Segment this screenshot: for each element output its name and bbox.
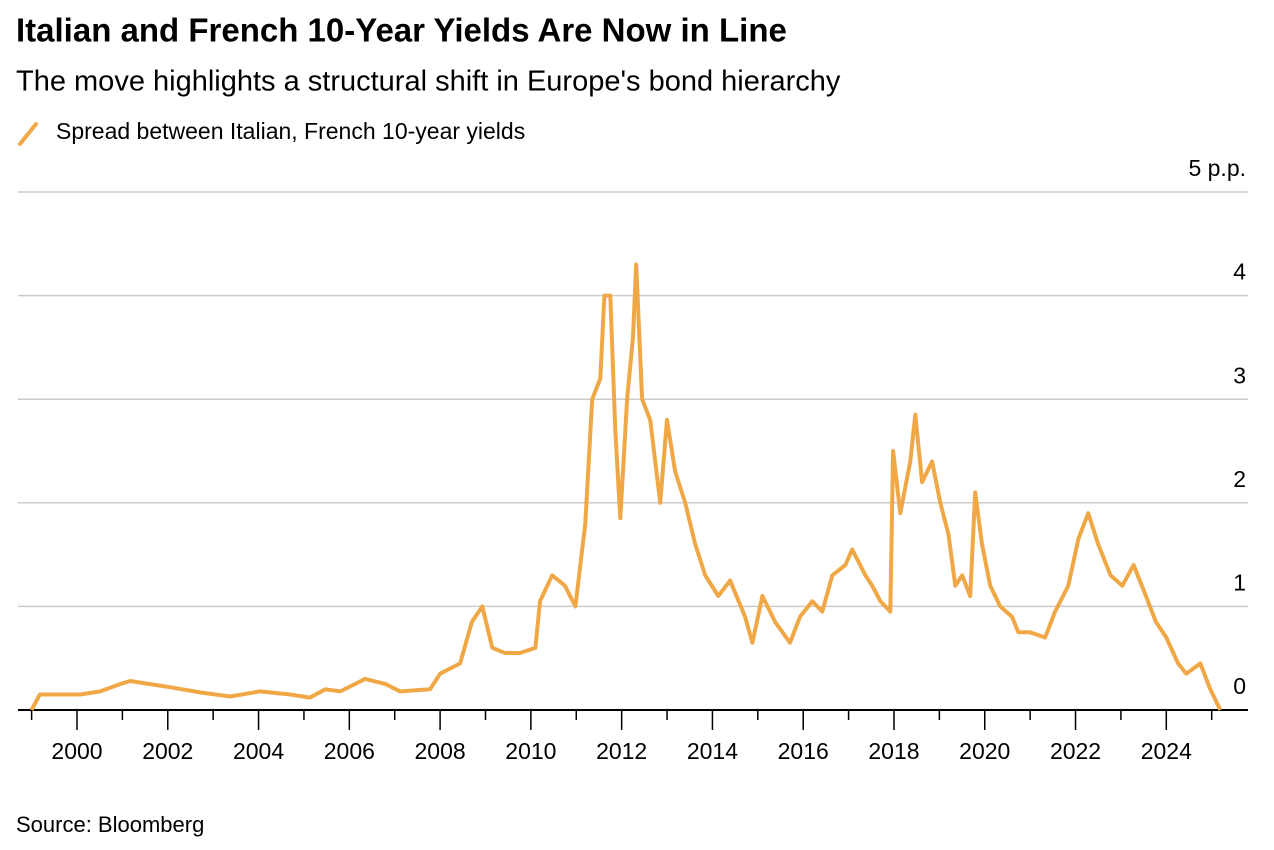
x-tick-label: 2006 <box>324 738 375 764</box>
x-tick-label: 2018 <box>868 738 919 764</box>
source-note: Source: Bloomberg <box>16 812 204 837</box>
y-tick-label: 1 <box>1233 569 1246 595</box>
x-tick-label: 2024 <box>1141 738 1192 764</box>
x-tick-label: 2004 <box>233 738 284 764</box>
x-tick-label: 2020 <box>959 738 1010 764</box>
x-tick-label: 2012 <box>596 738 647 764</box>
chart-subtitle: The move highlights a structural shift i… <box>16 66 841 98</box>
y-tick-label: 4 <box>1233 259 1246 285</box>
line-series <box>29 262 1223 711</box>
x-tick-label: 2014 <box>687 738 738 764</box>
x-tick-label: 2008 <box>415 738 466 764</box>
x-tick-label: 2016 <box>778 738 829 764</box>
y-tick-label: 2 <box>1233 466 1246 492</box>
y-tick-label: 5 p.p. <box>1188 155 1246 181</box>
y-tick-label: 3 <box>1233 362 1246 388</box>
x-tick-label: 2022 <box>1050 738 1101 764</box>
legend-swatch <box>18 122 38 146</box>
y-tick-label: 0 <box>1233 673 1246 699</box>
x-tick-label: 2002 <box>142 738 193 764</box>
x-tick-label: 2000 <box>51 738 102 764</box>
legend-label: Spread between Italian, French 10-year y… <box>56 118 525 144</box>
chart-title: Italian and French 10-Year Yields Are No… <box>16 12 787 49</box>
x-tick-label: 2010 <box>505 738 556 764</box>
